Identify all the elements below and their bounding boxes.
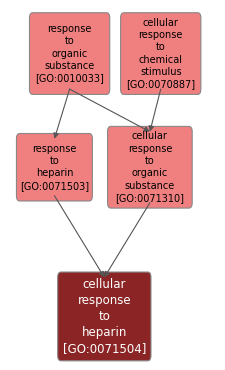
Text: response
to
organic
substance
[GO:0010033]: response to organic substance [GO:001003…	[35, 24, 104, 83]
FancyBboxPatch shape	[120, 13, 200, 94]
FancyBboxPatch shape	[16, 134, 92, 201]
FancyBboxPatch shape	[29, 13, 109, 94]
FancyBboxPatch shape	[107, 127, 191, 208]
Text: cellular
response
to
chemical
stimulus
[GO:0070887]: cellular response to chemical stimulus […	[126, 18, 194, 90]
Text: response
to
heparin
[GO:0071503]: response to heparin [GO:0071503]	[20, 144, 89, 191]
Text: cellular
response
to
organic
substance
[GO:0071310]: cellular response to organic substance […	[115, 131, 184, 203]
Text: cellular
response
to
heparin
[GO:0071504]: cellular response to heparin [GO:0071504…	[62, 278, 145, 355]
FancyBboxPatch shape	[57, 272, 150, 361]
